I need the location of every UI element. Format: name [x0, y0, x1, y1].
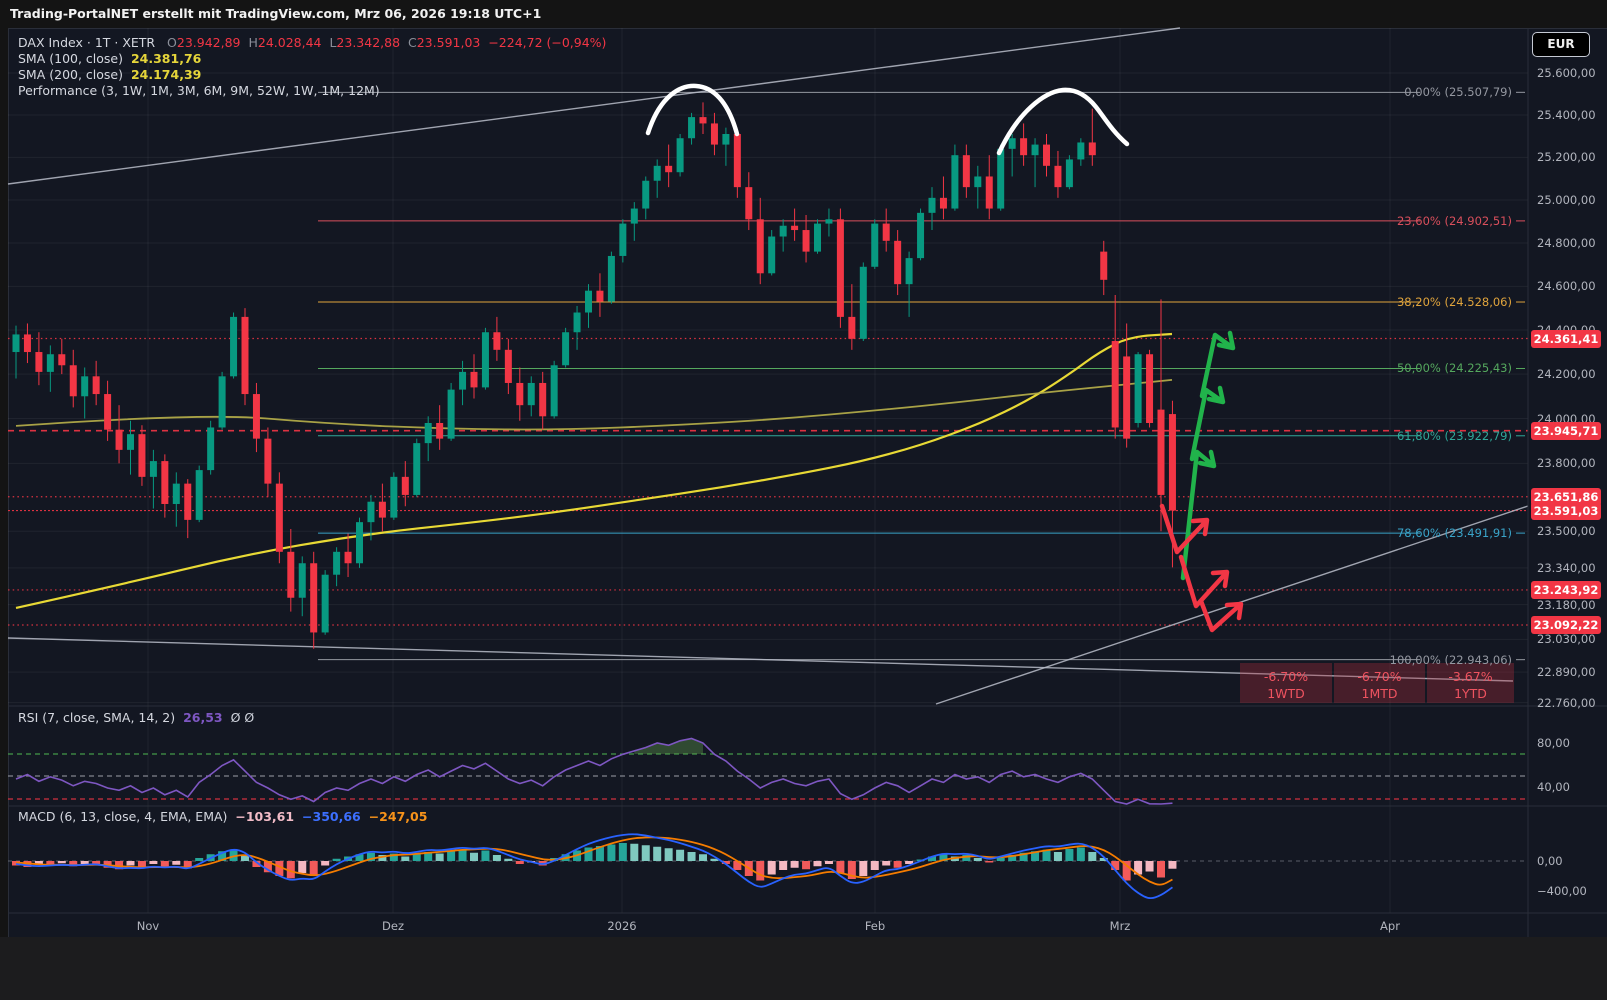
performance-value: -6.70%: [1357, 669, 1402, 684]
fib-label: 23,60% (24.902,51): [1396, 213, 1512, 228]
price-axis-label[interactable]: 25.600,00: [1537, 66, 1596, 80]
sma100-label[interactable]: SMA (100, close): [18, 51, 123, 66]
fib-label: 0,00% (25.507,79): [1404, 85, 1512, 100]
price-axis-label[interactable]: 23.500,00: [1537, 524, 1596, 539]
performance-cell-1wtd: -6.70% 1WTD: [1240, 663, 1332, 703]
symbol-row: DAX Index · 1T · XETR O23.942,89 H24.028…: [18, 35, 606, 51]
performance-row: Performance (3, 1W, 1M, 3M, 6M, 9M, 52W,…: [18, 83, 606, 99]
performance-period: 1WTD: [1267, 686, 1305, 701]
close-label: C: [408, 35, 417, 50]
time-axis-label[interactable]: 2026: [607, 919, 637, 933]
low-label: L: [329, 35, 337, 50]
footer-bar: TradingView: [0, 937, 1607, 1000]
symbol-title[interactable]: DAX Index · 1T · XETR: [18, 35, 156, 50]
high-label: H: [248, 35, 258, 50]
open-label: O: [167, 35, 177, 50]
close-value: 23.591,03: [416, 35, 481, 50]
price-level-badge: 23.092,22: [1531, 615, 1601, 634]
price-level-badge: 24.361,41: [1531, 329, 1601, 348]
indicator-axis-label[interactable]: 80,00: [1537, 736, 1570, 750]
price-axis-label[interactable]: 23.340,00: [1537, 560, 1596, 575]
sma100-row: SMA (100, close) 24.381,76: [18, 51, 606, 67]
macd-legend: MACD (6, 13, close, 4, EMA, EMA) −103,61…: [18, 809, 427, 824]
fib-label: 61,80% (23.922,79): [1396, 428, 1512, 443]
rsi-legend: RSI (7, close, SMA, 14, 2) 26,53 Ø Ø: [18, 710, 254, 725]
fib-label: 38,20% (24.528,06): [1396, 295, 1512, 309]
indicator-axis-label[interactable]: 0,00: [1537, 854, 1563, 868]
performance-period: 1YTD: [1454, 686, 1487, 701]
low-value: 23.342,88: [336, 35, 401, 50]
change-value: −224,72 (−0,94%): [488, 35, 607, 50]
high-value: 24.028,44: [257, 35, 322, 50]
price-level-badge: 23.243,92: [1531, 580, 1601, 599]
price-axis-label[interactable]: 23.030,00: [1537, 632, 1596, 647]
price-level-badge: 23.945,71: [1531, 421, 1601, 440]
rsi-smoothing-symbols: Ø Ø: [230, 710, 255, 725]
price-axis-label[interactable]: 24.600,00: [1537, 279, 1596, 294]
indicator-axis-label[interactable]: −400,00: [1537, 884, 1587, 898]
main-legend: DAX Index · 1T · XETR O23.942,89 H24.028…: [18, 35, 606, 99]
rsi-value: 26,53: [183, 710, 223, 725]
performance-value: -3.67%: [1448, 669, 1493, 684]
macd-signal-value: −247,05: [368, 809, 428, 824]
macd-label[interactable]: MACD (6, 13, close, 4, EMA, EMA): [18, 809, 228, 824]
price-axis-label[interactable]: 24.200,00: [1537, 367, 1596, 382]
sma200-label[interactable]: SMA (200, close): [18, 67, 123, 82]
time-axis-label[interactable]: Mrz: [1109, 919, 1131, 933]
price-level-badge: 23.591,03: [1531, 501, 1601, 520]
price-axis-label[interactable]: 25.400,00: [1537, 107, 1596, 122]
chart-pane-background: [8, 28, 1607, 937]
price-axis-label[interactable]: 24.800,00: [1537, 235, 1596, 250]
time-axis-label[interactable]: Nov: [136, 919, 160, 933]
header-bar: Trading-PortalNET erstellt mit TradingVi…: [0, 0, 1607, 28]
header-title: Trading-PortalNET erstellt mit TradingVi…: [10, 6, 542, 21]
performance-label[interactable]: Performance (3, 1W, 1M, 3M, 6M, 9M, 52W,…: [18, 83, 380, 98]
price-axis-label[interactable]: 25.000,00: [1537, 192, 1596, 207]
fib-label: 78,60% (23.491,91): [1396, 526, 1512, 541]
price-axis-label[interactable]: 22.760,00: [1537, 695, 1596, 710]
macd-hist-value: −103,61: [235, 809, 295, 824]
performance-cell-1mtd: -6.70% 1MTD: [1334, 663, 1425, 703]
indicator-axis-label[interactable]: 40,00: [1537, 780, 1570, 794]
currency-button[interactable]: EUR: [1532, 32, 1590, 57]
open-value: 23.942,89: [176, 35, 241, 50]
sma100-value: 24.381,76: [130, 51, 202, 66]
fib-label: 50,00% (24.225,43): [1396, 361, 1512, 376]
performance-cell-1ytd: -3.67% 1YTD: [1427, 663, 1514, 703]
sma200-value: 24.174,39: [130, 67, 202, 82]
time-axis-label[interactable]: Apr: [1380, 919, 1400, 933]
sma200-row: SMA (200, close) 24.174,39: [18, 67, 606, 83]
time-axis-label[interactable]: Feb: [864, 919, 886, 933]
price-axis-label[interactable]: 23.800,00: [1537, 456, 1596, 471]
price-axis-label[interactable]: 22.890,00: [1537, 665, 1596, 680]
price-axis-label[interactable]: 23.180,00: [1537, 597, 1596, 612]
time-axis-label[interactable]: Dez: [382, 919, 404, 933]
price-axis-label[interactable]: 25.200,00: [1537, 150, 1596, 165]
performance-period: 1MTD: [1361, 686, 1398, 701]
macd-line-value: −350,66: [302, 809, 361, 824]
fib-label: 100,00% (22.943,06): [1389, 652, 1512, 667]
rsi-label[interactable]: RSI (7, close, SMA, 14, 2): [18, 710, 176, 725]
price-level-badge: 23.651,86: [1531, 487, 1601, 506]
performance-value: -6.70%: [1263, 669, 1309, 684]
